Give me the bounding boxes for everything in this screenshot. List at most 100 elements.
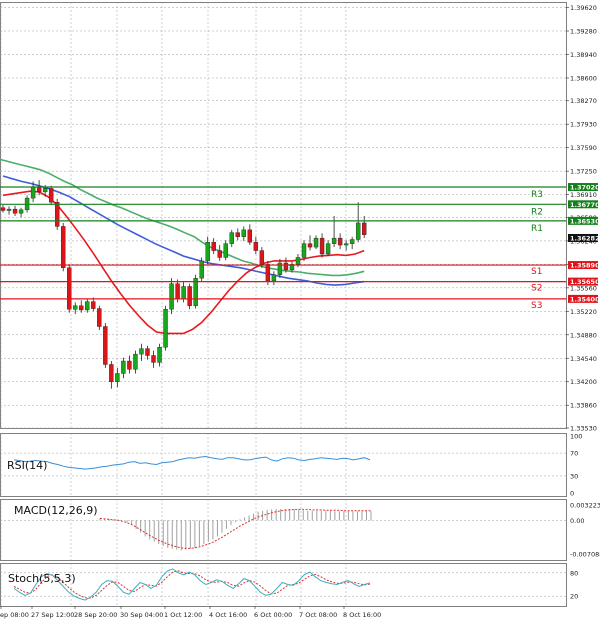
stoch-tick-label: 80 — [570, 569, 578, 577]
x-tick-label: 1 Oct 12:00 — [164, 611, 202, 619]
candle-body — [211, 242, 216, 251]
candle-body — [355, 222, 361, 240]
macd-tick-label: 0.00 — [570, 517, 584, 525]
candle-body — [12, 208, 18, 214]
candle-body — [157, 347, 162, 363]
candle-body — [115, 373, 120, 382]
ma-medium-line — [2, 175, 365, 286]
x-tick-label: ep 08:00 — [0, 611, 29, 619]
candle-body — [205, 242, 210, 262]
y-tick-label: 1.33530 — [570, 425, 597, 433]
level-label-s3: S3 — [531, 301, 542, 311]
ma-long-line — [0, 158, 365, 277]
candle-body — [313, 237, 319, 248]
candle-body — [193, 277, 198, 306]
stoch-panel: 80 20 Stoch(5,5,3) — [0, 563, 578, 607]
candle-body — [349, 239, 355, 244]
price-panel-frame — [0, 2, 567, 429]
rsi-tick-label: 30 — [570, 472, 578, 480]
candle-body — [199, 260, 204, 279]
rsi-line — [13, 455, 371, 470]
x-tick-label: 6 Oct 00:00 — [254, 611, 292, 619]
candle-body — [337, 237, 343, 246]
candle-body — [331, 237, 337, 244]
level-label-r2: R2 — [531, 207, 543, 217]
level-label-s2: S2 — [531, 284, 542, 294]
y-tick-label: 1.37250 — [570, 168, 597, 176]
candle-body — [295, 257, 301, 265]
candle-body — [97, 308, 102, 327]
candle-body — [36, 186, 42, 193]
y-tick-label: 1.33860 — [570, 402, 597, 410]
x-tick-label: 28 Sep 20:00 — [74, 611, 117, 619]
price-box-label: 1.35890 — [570, 262, 600, 270]
candle-body — [48, 188, 54, 203]
y-tick-label: 1.34540 — [570, 355, 597, 363]
candle-body — [127, 360, 132, 370]
price-box-label: 1.36770 — [570, 201, 600, 209]
y-tick-label: 1.37590 — [570, 144, 597, 152]
candle-body — [319, 237, 325, 255]
candle-body — [145, 348, 150, 356]
candle-body — [217, 250, 222, 258]
stoch-panel-frame — [0, 563, 567, 607]
candle-body — [307, 243, 313, 248]
price-box — [568, 294, 598, 303]
candle-body — [343, 243, 349, 246]
candle-body — [223, 243, 228, 258]
rsi-tick-label: 0 — [570, 490, 574, 498]
candle-body — [6, 208, 12, 211]
macd-panel-frame — [0, 499, 567, 561]
candle-body — [67, 267, 72, 310]
candle-body — [175, 283, 180, 300]
candle-body — [362, 222, 367, 235]
candle-body — [73, 305, 78, 310]
candle-body — [181, 286, 186, 300]
stoch-k-line — [13, 568, 371, 601]
rsi-panel: 100 70 30 0 RSI(14) — [0, 433, 582, 498]
time-axis: ep 08:00 27 Sep 12:00 28 Sep 20:00 30 Sep 0… — [0, 606, 381, 619]
level-label-r3: R3 — [531, 190, 543, 200]
candle-body — [235, 232, 240, 237]
y-tick-label: 1.39280 — [570, 27, 597, 35]
candle-body — [121, 360, 126, 374]
rsi-panel-frame — [0, 433, 567, 497]
price-box-label: 1.35400 — [570, 295, 600, 303]
y-tick-label: 1.35220 — [570, 308, 597, 316]
price-box-label: 1.37020 — [570, 184, 600, 192]
current-price-box — [568, 233, 598, 242]
y-tick-label: 1.38270 — [570, 97, 597, 105]
price-box — [568, 261, 598, 270]
candle-body — [187, 286, 192, 306]
price-box — [568, 216, 598, 225]
candle-body — [259, 250, 265, 265]
candle-body — [91, 301, 96, 309]
rsi-tick-label: 100 — [570, 433, 582, 441]
price-box — [568, 200, 598, 209]
candle-body — [0, 207, 6, 211]
price-box-label: 1.35650 — [570, 278, 600, 286]
x-tick-label: 27 Sep 12:00 — [31, 611, 74, 619]
candle-body — [169, 283, 174, 310]
rsi-tick-label: 70 — [570, 450, 578, 458]
y-tick-label: 1.39620 — [570, 4, 597, 12]
price-box — [568, 183, 598, 192]
price-panel: 1.39620 1.39280 1.38940 1.38600 1.38270 1.379… — [0, 2, 600, 433]
x-tick-label: 8 Oct 16:00 — [343, 611, 381, 619]
candle-body — [79, 305, 84, 311]
stoch-tick-label: 20 — [570, 593, 578, 601]
level-label-r1: R1 — [531, 224, 543, 234]
candle-body — [133, 353, 138, 370]
macd-title: MACD(12,26,9) — [14, 504, 98, 517]
candle-body — [277, 262, 283, 275]
candle-body — [103, 326, 108, 365]
y-tick-label: 1.37930 — [570, 121, 597, 129]
candle-body — [253, 242, 259, 251]
candle-body — [247, 229, 253, 243]
x-tick-label: 4 Oct 16:00 — [209, 611, 247, 619]
y-tick-label: 1.35560 — [570, 284, 597, 292]
y-tick-label: 1.38940 — [570, 51, 597, 59]
candle-body — [271, 274, 277, 282]
candle-body — [301, 243, 307, 258]
